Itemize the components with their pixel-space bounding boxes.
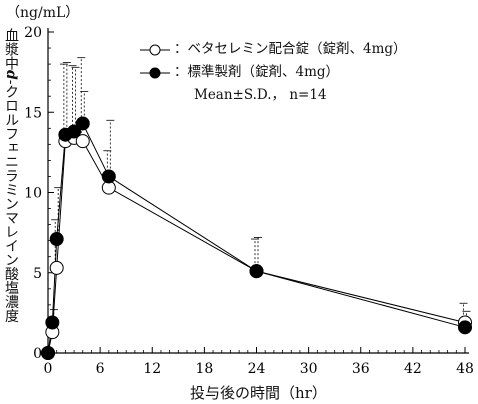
x-tick-label: 0 (44, 361, 53, 377)
y-axis-label-italic: d (3, 70, 19, 80)
y-tick-label: 5 (33, 266, 42, 282)
y-tick-label: 15 (24, 105, 42, 121)
y-axis-label-prefix: 血漿中 (3, 28, 19, 70)
data-point-test (49, 260, 64, 275)
legend: ：ベタセレミン配合錠（錠剤、4mg） ：標準製剤（錠剤、4mg） Mean±S.… (140, 38, 407, 107)
filled-circle-icon (140, 67, 170, 78)
data-point-reference (101, 169, 116, 184)
legend-label-reference: ：標準製剤（錠剤、4mg） (174, 64, 340, 80)
x-tick-label: 42 (404, 361, 422, 377)
data-point-reference (41, 346, 55, 360)
x-tick-label: 6 (96, 361, 105, 377)
legend-item-test: ：ベタセレミン配合錠（錠剤、4mg） (140, 38, 407, 61)
legend-note: Mean±S.D.， n=14 (194, 87, 327, 103)
x-axis-label: 投与後の時間（hr） (190, 384, 327, 402)
x-tick-label: 36 (352, 361, 370, 377)
legend-label-test: ：ベタセレミン配合錠（錠剤、4mg） (174, 41, 407, 57)
y-axis-unit: （ng/mL） (6, 5, 80, 21)
data-point-reference (67, 124, 82, 139)
series-line-1 (47, 122, 466, 354)
data-point-reference (458, 320, 472, 335)
data-point-reference (45, 315, 60, 330)
y-axis-label: 血漿中d-クロルフェニラミンマレイン酸塩濃度 (2, 28, 20, 323)
legend-item-reference: ：標準製剤（錠剤、4mg） (140, 61, 407, 84)
data-point-test (75, 134, 90, 149)
data-point-reference (249, 264, 264, 279)
y-axis-label-suffix: -クロルフェニラミンマレイン酸塩濃度 (3, 79, 19, 323)
y-tick-label: 20 (24, 25, 42, 41)
y-tick-label: 0 (33, 346, 42, 362)
x-tick-label: 30 (300, 361, 318, 377)
open-circle-icon (140, 44, 170, 55)
x-tick-label: 48 (456, 361, 474, 377)
x-tick-label: 18 (195, 361, 213, 377)
data-point-reference (75, 116, 90, 131)
x-tick-label: 24 (248, 361, 266, 377)
y-tick-label: 10 (24, 186, 42, 202)
data-point-reference (49, 232, 64, 247)
x-tick-label: 12 (143, 361, 161, 377)
